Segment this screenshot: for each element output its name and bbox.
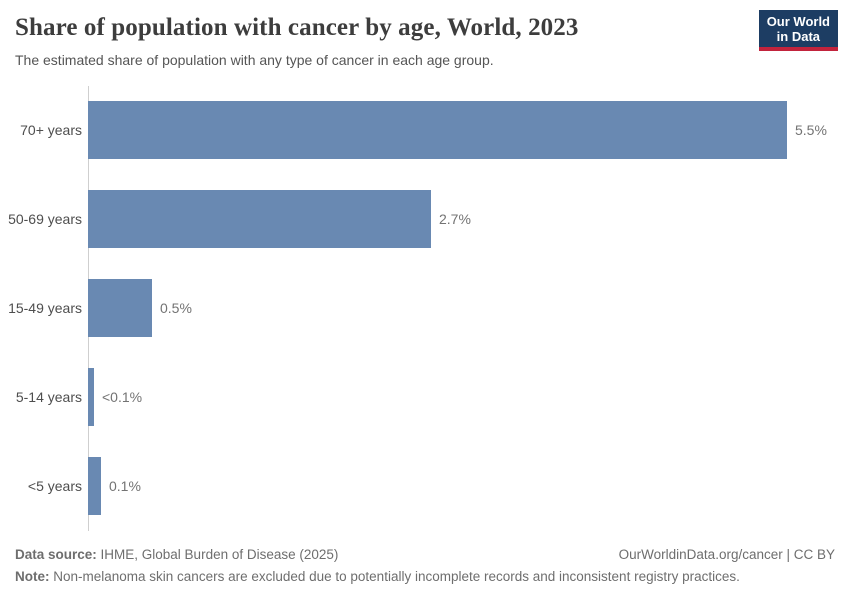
bar-track: 0.5% (88, 279, 850, 338)
value-label: 0.1% (109, 478, 141, 495)
bar-track: 2.7% (88, 190, 850, 249)
bar[interactable] (88, 279, 152, 338)
data-source-label: Data source: (15, 546, 97, 562)
header: Share of population with cancer by age, … (0, 0, 850, 68)
value-label: 2.7% (439, 211, 471, 228)
category-label: 5-14 years (15, 389, 82, 406)
bar-row: 15-49 years 0.5% (0, 264, 850, 353)
footer-source-line: Data source: IHME, Global Burden of Dise… (15, 547, 835, 562)
footer-note: Note: Non-melanoma skin cancers are excl… (15, 569, 835, 584)
bar-track: 0.1% (88, 457, 850, 516)
category-label: <5 years (27, 478, 82, 495)
bar-row: 5-14 years <0.1% (0, 353, 850, 442)
data-source-text: IHME, Global Burden of Disease (2025) (96, 546, 339, 562)
bar-row: <5 years 0.1% (0, 442, 850, 531)
owid-logo-line2: in Data (776, 29, 821, 44)
category-label: 15-49 years (8, 300, 82, 317)
value-label: 0.5% (160, 300, 192, 317)
bar[interactable] (88, 368, 94, 427)
bar[interactable] (88, 457, 101, 516)
bar-row: 70+ years 5.5% (0, 86, 850, 175)
chart-subtitle: The estimated share of population with a… (15, 51, 494, 68)
bar-track: 5.5% (88, 101, 850, 160)
category-label: 50-69 years (8, 211, 82, 228)
value-label: 5.5% (795, 122, 827, 139)
note-label: Note: (15, 568, 50, 584)
category-label: 70+ years (20, 122, 82, 139)
footer: Data source: IHME, Global Burden of Dise… (0, 547, 850, 584)
bar[interactable] (88, 101, 787, 160)
bar-track: <0.1% (88, 368, 850, 427)
bar-chart: 70+ years 5.5% 50-69 years 2.7% 15-49 ye… (0, 85, 850, 531)
owid-logo[interactable]: Our World in Data (758, 10, 838, 51)
data-source: Data source: IHME, Global Burden of Dise… (15, 547, 338, 562)
chart-title: Share of population with cancer by age, … (15, 14, 579, 41)
header-text: Share of population with cancer by age, … (15, 14, 579, 68)
bar[interactable] (88, 190, 431, 249)
value-label: <0.1% (102, 389, 143, 406)
license-link[interactable]: OurWorldinData.org/cancer | CC BY (618, 546, 835, 562)
note-text: Non-melanoma skin cancers are excluded d… (49, 568, 740, 584)
owid-logo-line1: Our World (766, 14, 830, 29)
bar-row: 50-69 years 2.7% (0, 175, 850, 264)
